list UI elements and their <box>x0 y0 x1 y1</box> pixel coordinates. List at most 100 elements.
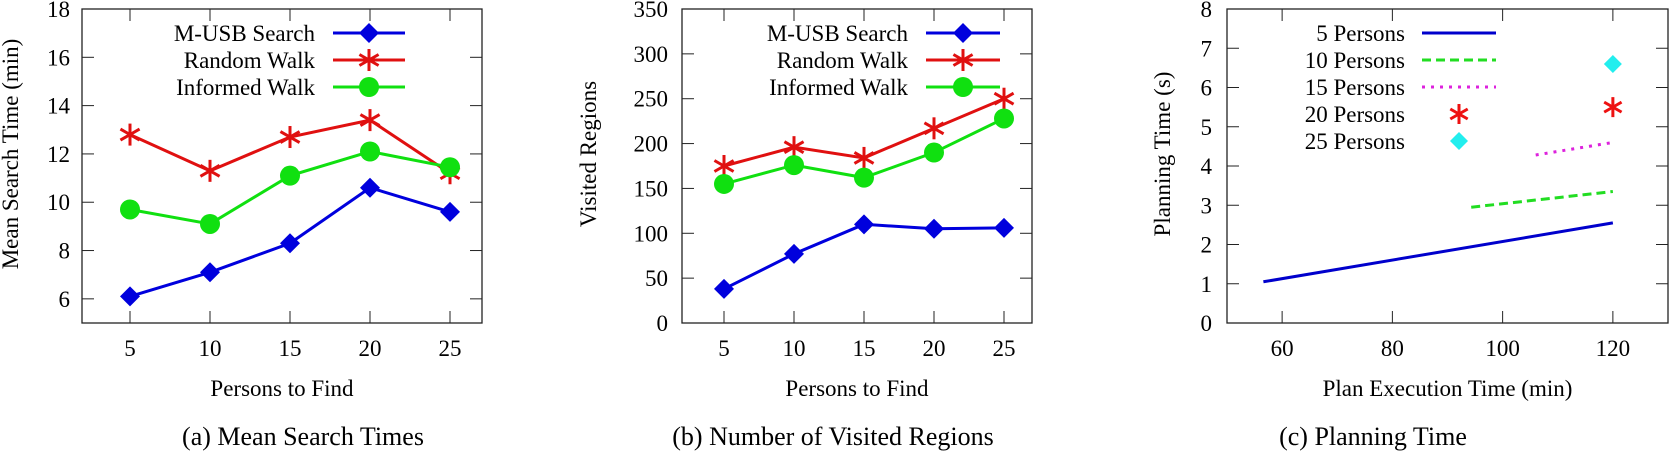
circle-marker <box>200 213 220 234</box>
asterisk-marker <box>993 87 1015 110</box>
series-random-walk: Random Walk <box>713 48 1015 177</box>
y-tick-label: 14 <box>47 94 71 119</box>
plot-frame <box>681 8 1033 324</box>
x-tick-label: 25 <box>439 336 462 361</box>
legend-label: 10 Persons <box>1305 48 1405 73</box>
asterisk-marker <box>713 155 735 177</box>
asterisk-marker <box>783 136 805 159</box>
diamond-marker <box>1603 54 1622 73</box>
x-axis-label: Persons to Find <box>210 376 354 401</box>
series-random-walk: Random Walk <box>119 48 461 185</box>
x-tick-label: 80 <box>1381 336 1404 361</box>
legend-label: Informed Walk <box>769 75 908 100</box>
y-tick-label: 5 <box>1201 115 1213 140</box>
series-25-persons: 25 Persons <box>1305 54 1622 154</box>
series-15-persons: 15 Persons <box>1305 75 1614 157</box>
x-tick-label: 10 <box>783 336 806 361</box>
circle-marker <box>784 155 804 176</box>
series-5-persons: 5 Persons <box>1263 21 1614 284</box>
diamond-marker <box>200 262 220 283</box>
diamond-marker <box>440 201 460 222</box>
y-tick-label: 16 <box>47 45 70 70</box>
legend-label: M-USB Search <box>767 21 909 46</box>
y-tick-label: 6 <box>59 287 71 312</box>
x-tick-label: 120 <box>1596 336 1631 361</box>
diamond-marker <box>359 23 379 43</box>
y-tick-label: 300 <box>634 42 669 67</box>
x-tick-label: 10 <box>199 336 222 361</box>
circle-marker <box>994 108 1014 129</box>
asterisk-marker <box>952 49 974 71</box>
series-informed-walk: Informed Walk <box>120 75 460 234</box>
x-tick-label: 25 <box>993 336 1016 361</box>
circle-marker <box>359 77 379 97</box>
circle-marker <box>924 142 944 163</box>
x-tick-label: 15 <box>853 336 876 361</box>
y-tick-label: 8 <box>1201 0 1213 22</box>
legend-label: Informed Walk <box>176 75 315 100</box>
asterisk-marker <box>1449 104 1469 124</box>
y-tick-label: 50 <box>645 266 668 291</box>
y-axis-label: Planning Time (s) <box>1150 72 1175 237</box>
caption-a: (a) Mean Search Times <box>182 422 424 451</box>
circle-marker <box>120 199 140 220</box>
diamond-marker <box>280 233 300 254</box>
legend-label: 5 Persons <box>1316 21 1405 46</box>
y-axis-label: Visited Regions <box>576 81 601 227</box>
y-tick-label: 200 <box>634 132 669 157</box>
y-tick-label: 4 <box>1201 154 1213 179</box>
x-axis-label: Plan Execution Time (min) <box>1323 376 1573 401</box>
circle-marker <box>360 141 380 162</box>
chart-planning-time: 0 1 2 3 4 5 6 7 8 60 80 100 120 Plan Execution Time (… <box>1150 0 1669 401</box>
y-tick-label: 150 <box>634 176 669 201</box>
series-line <box>1471 190 1614 209</box>
diamond-marker <box>854 214 874 235</box>
x-tick-label: 60 <box>1271 336 1294 361</box>
diamond-marker <box>784 243 804 264</box>
series-line <box>1535 140 1614 157</box>
y-tick-label: 350 <box>634 0 669 22</box>
circle-marker <box>714 173 734 194</box>
y-tick-label: 1 <box>1201 272 1213 297</box>
x-tick-label: 5 <box>124 336 136 361</box>
x-tick-label: 100 <box>1485 336 1520 361</box>
series-line <box>129 149 451 226</box>
y-tick-label: 250 <box>634 87 669 112</box>
circle-marker <box>280 165 300 186</box>
asterisk-marker <box>359 109 381 132</box>
x-tick-label: 20 <box>359 336 382 361</box>
circle-marker <box>953 77 973 97</box>
y-tick-label: 100 <box>634 221 669 246</box>
caption-c: (c) Planning Time <box>1279 422 1467 451</box>
asterisk-marker <box>119 123 141 146</box>
diamond-marker <box>994 217 1014 238</box>
y-tick-label: 2 <box>1201 233 1213 258</box>
chart-visited-regions: 0 50 100 150 200 250 300 350 5 10 15 20 25 Persons to… <box>576 0 1033 401</box>
legend-label: Random Walk <box>777 48 909 73</box>
series-informed-walk: Informed Walk <box>714 75 1014 194</box>
series-10-persons: 10 Persons <box>1305 48 1614 209</box>
asterisk-marker <box>358 49 380 71</box>
y-tick-label: 7 <box>1201 36 1213 61</box>
y-tick-label: 0 <box>657 311 669 336</box>
asterisk-marker <box>923 117 945 140</box>
y-tick-label: 8 <box>59 239 71 264</box>
x-tick-label: 5 <box>718 336 730 361</box>
asterisk-marker <box>1603 97 1623 118</box>
circle-marker <box>854 167 874 188</box>
y-tick-label: 10 <box>47 190 70 215</box>
chart-mean-search-times: 6 8 10 12 14 16 18 5 10 15 20 25 Persons to Find Mean… <box>0 0 483 401</box>
legend-label: M-USB Search <box>174 21 316 46</box>
y-tick-label: 12 <box>47 142 70 167</box>
plot-frame <box>81 8 483 324</box>
y-axis-label: Mean Search Time (min) <box>0 39 23 270</box>
series-line <box>1263 221 1614 284</box>
x-tick-label: 15 <box>279 336 302 361</box>
circle-marker <box>440 157 460 178</box>
legend-label: 25 Persons <box>1305 129 1405 154</box>
y-tick-label: 0 <box>1201 311 1213 336</box>
y-tick-label: 3 <box>1201 193 1213 218</box>
diamond-marker <box>1450 132 1468 150</box>
asterisk-marker <box>279 126 301 149</box>
